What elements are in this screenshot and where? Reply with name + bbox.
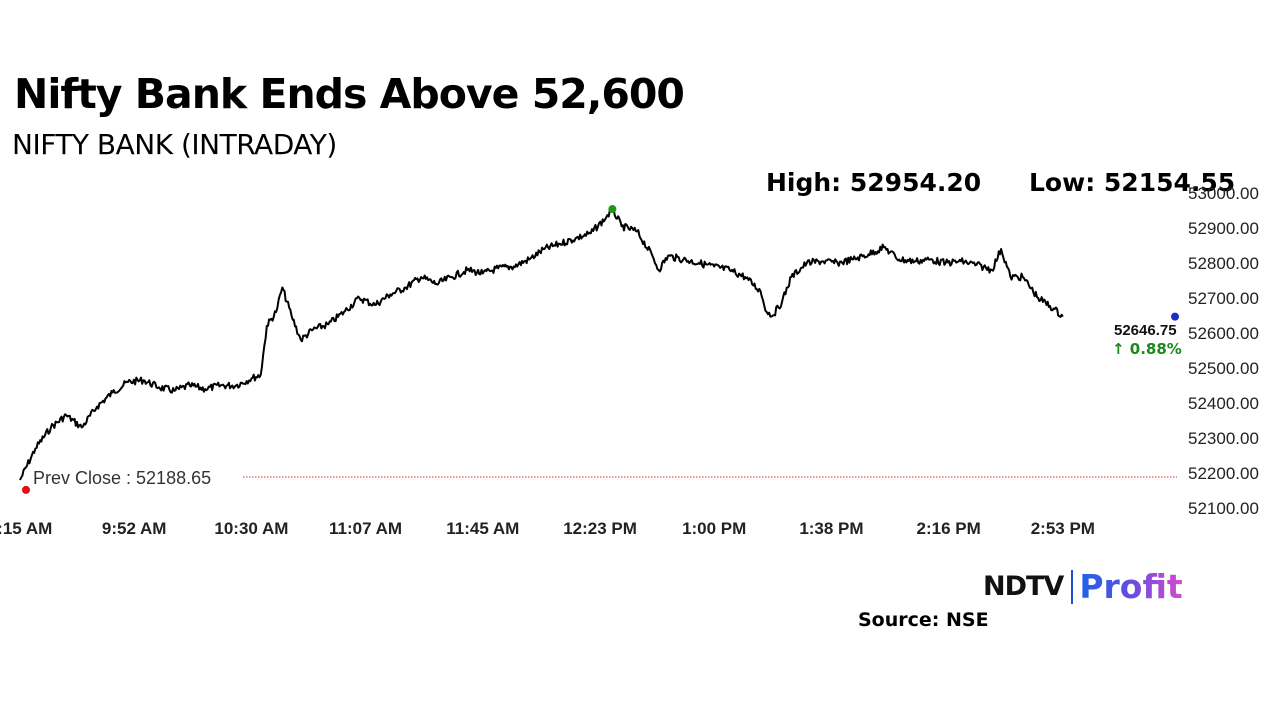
x-tick-label: 1:38 PM <box>799 519 863 538</box>
x-tick-label: 2:53 PM <box>1031 519 1095 538</box>
chart-subtitle: NIFTY BANK (INTRADAY) <box>12 128 337 161</box>
profit-wordmark: Profit <box>1079 567 1183 606</box>
y-tick-label: 52900.00 <box>1188 219 1259 238</box>
x-tick-label: 2:16 PM <box>917 519 981 538</box>
price-line <box>19 206 1064 481</box>
y-tick-label: 52500.00 <box>1188 359 1259 378</box>
change-label: ↑ 0.88% <box>1112 340 1182 358</box>
x-tick-label: 9:52 AM <box>102 519 167 538</box>
y-tick-label: 52700.00 <box>1188 289 1259 308</box>
x-tick-label: 12:23 PM <box>563 519 637 538</box>
x-tick-label: 1:00 PM <box>682 519 746 538</box>
x-tick-label: 9:15 AM <box>0 519 52 538</box>
ndtv-profit-logo: NDTV Profit <box>983 567 1183 607</box>
high-marker <box>608 205 617 214</box>
y-tick-label: 53000.00 <box>1188 184 1259 203</box>
y-tick-label: 52100.00 <box>1188 499 1259 518</box>
y-tick-label: 52200.00 <box>1188 464 1259 483</box>
source-note: Source: NSE <box>858 609 989 631</box>
logo-divider <box>1071 569 1074 604</box>
high-stat: High: 52954.20 <box>766 168 982 197</box>
low-stat: Low: 52154.55 <box>1029 168 1236 197</box>
x-tick-label: 11:45 AM <box>446 519 519 538</box>
y-tick-label: 52400.00 <box>1188 394 1259 413</box>
low-marker <box>22 485 30 494</box>
x-tick-label: 10:30 AM <box>214 519 288 538</box>
y-tick-label: 52600.00 <box>1188 324 1259 343</box>
chart-title: Nifty Bank Ends Above 52,600 <box>14 70 685 118</box>
last-marker <box>1171 312 1179 321</box>
x-tick-label: 11:07 AM <box>329 519 402 538</box>
y-tick-label: 52300.00 <box>1188 429 1259 448</box>
y-tick-label: 52800.00 <box>1188 254 1259 273</box>
prev-close-label: Prev Close : 52188.65 <box>33 468 211 488</box>
last-value-label: 52646.75 <box>1114 322 1177 339</box>
ndtv-wordmark: NDTV <box>983 571 1064 602</box>
